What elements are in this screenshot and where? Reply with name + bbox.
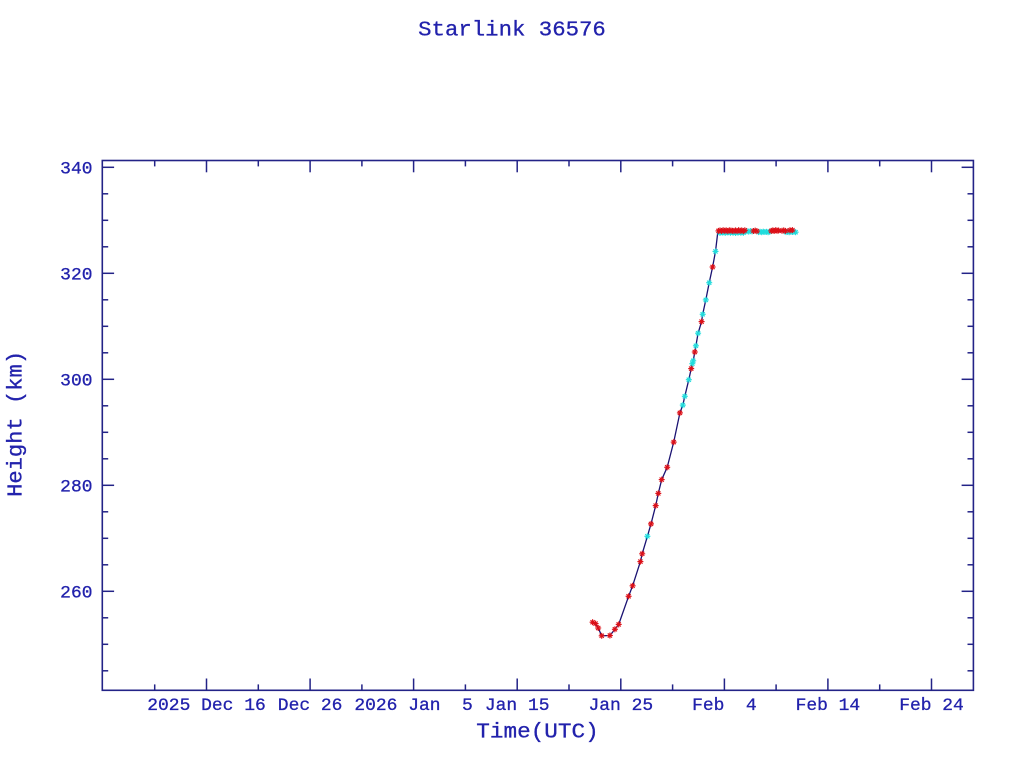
svg-text:Feb 4: Feb 4: [692, 696, 757, 716]
svg-text:Jan 25: Jan 25: [589, 696, 654, 716]
svg-text:300: 300: [60, 371, 92, 391]
svg-text:Dec 26: Dec 26: [278, 696, 343, 716]
svg-text:2025 Dec 16: 2025 Dec 16: [147, 696, 266, 716]
svg-text:320: 320: [60, 265, 92, 285]
svg-text:Height (km): Height (km): [5, 351, 29, 497]
svg-text:Time(UTC): Time(UTC): [476, 721, 598, 745]
svg-text:Feb 14: Feb 14: [796, 696, 861, 716]
svg-text:Jan 15: Jan 15: [485, 696, 550, 716]
svg-text:340: 340: [60, 159, 92, 179]
svg-text:Starlink 36576: Starlink 36576: [418, 19, 606, 43]
svg-text:280: 280: [60, 477, 92, 497]
svg-text:260: 260: [60, 583, 92, 603]
svg-text:Feb 24: Feb 24: [899, 696, 964, 716]
svg-text:2026 Jan 5: 2026 Jan 5: [354, 696, 473, 716]
